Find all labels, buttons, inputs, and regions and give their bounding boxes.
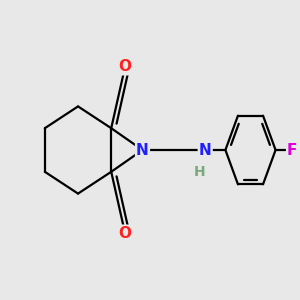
Text: N: N bbox=[136, 142, 149, 158]
Text: F: F bbox=[287, 142, 298, 158]
Text: O: O bbox=[118, 226, 132, 241]
Text: N: N bbox=[199, 142, 211, 158]
Text: O: O bbox=[118, 59, 132, 74]
Text: H: H bbox=[194, 165, 206, 179]
